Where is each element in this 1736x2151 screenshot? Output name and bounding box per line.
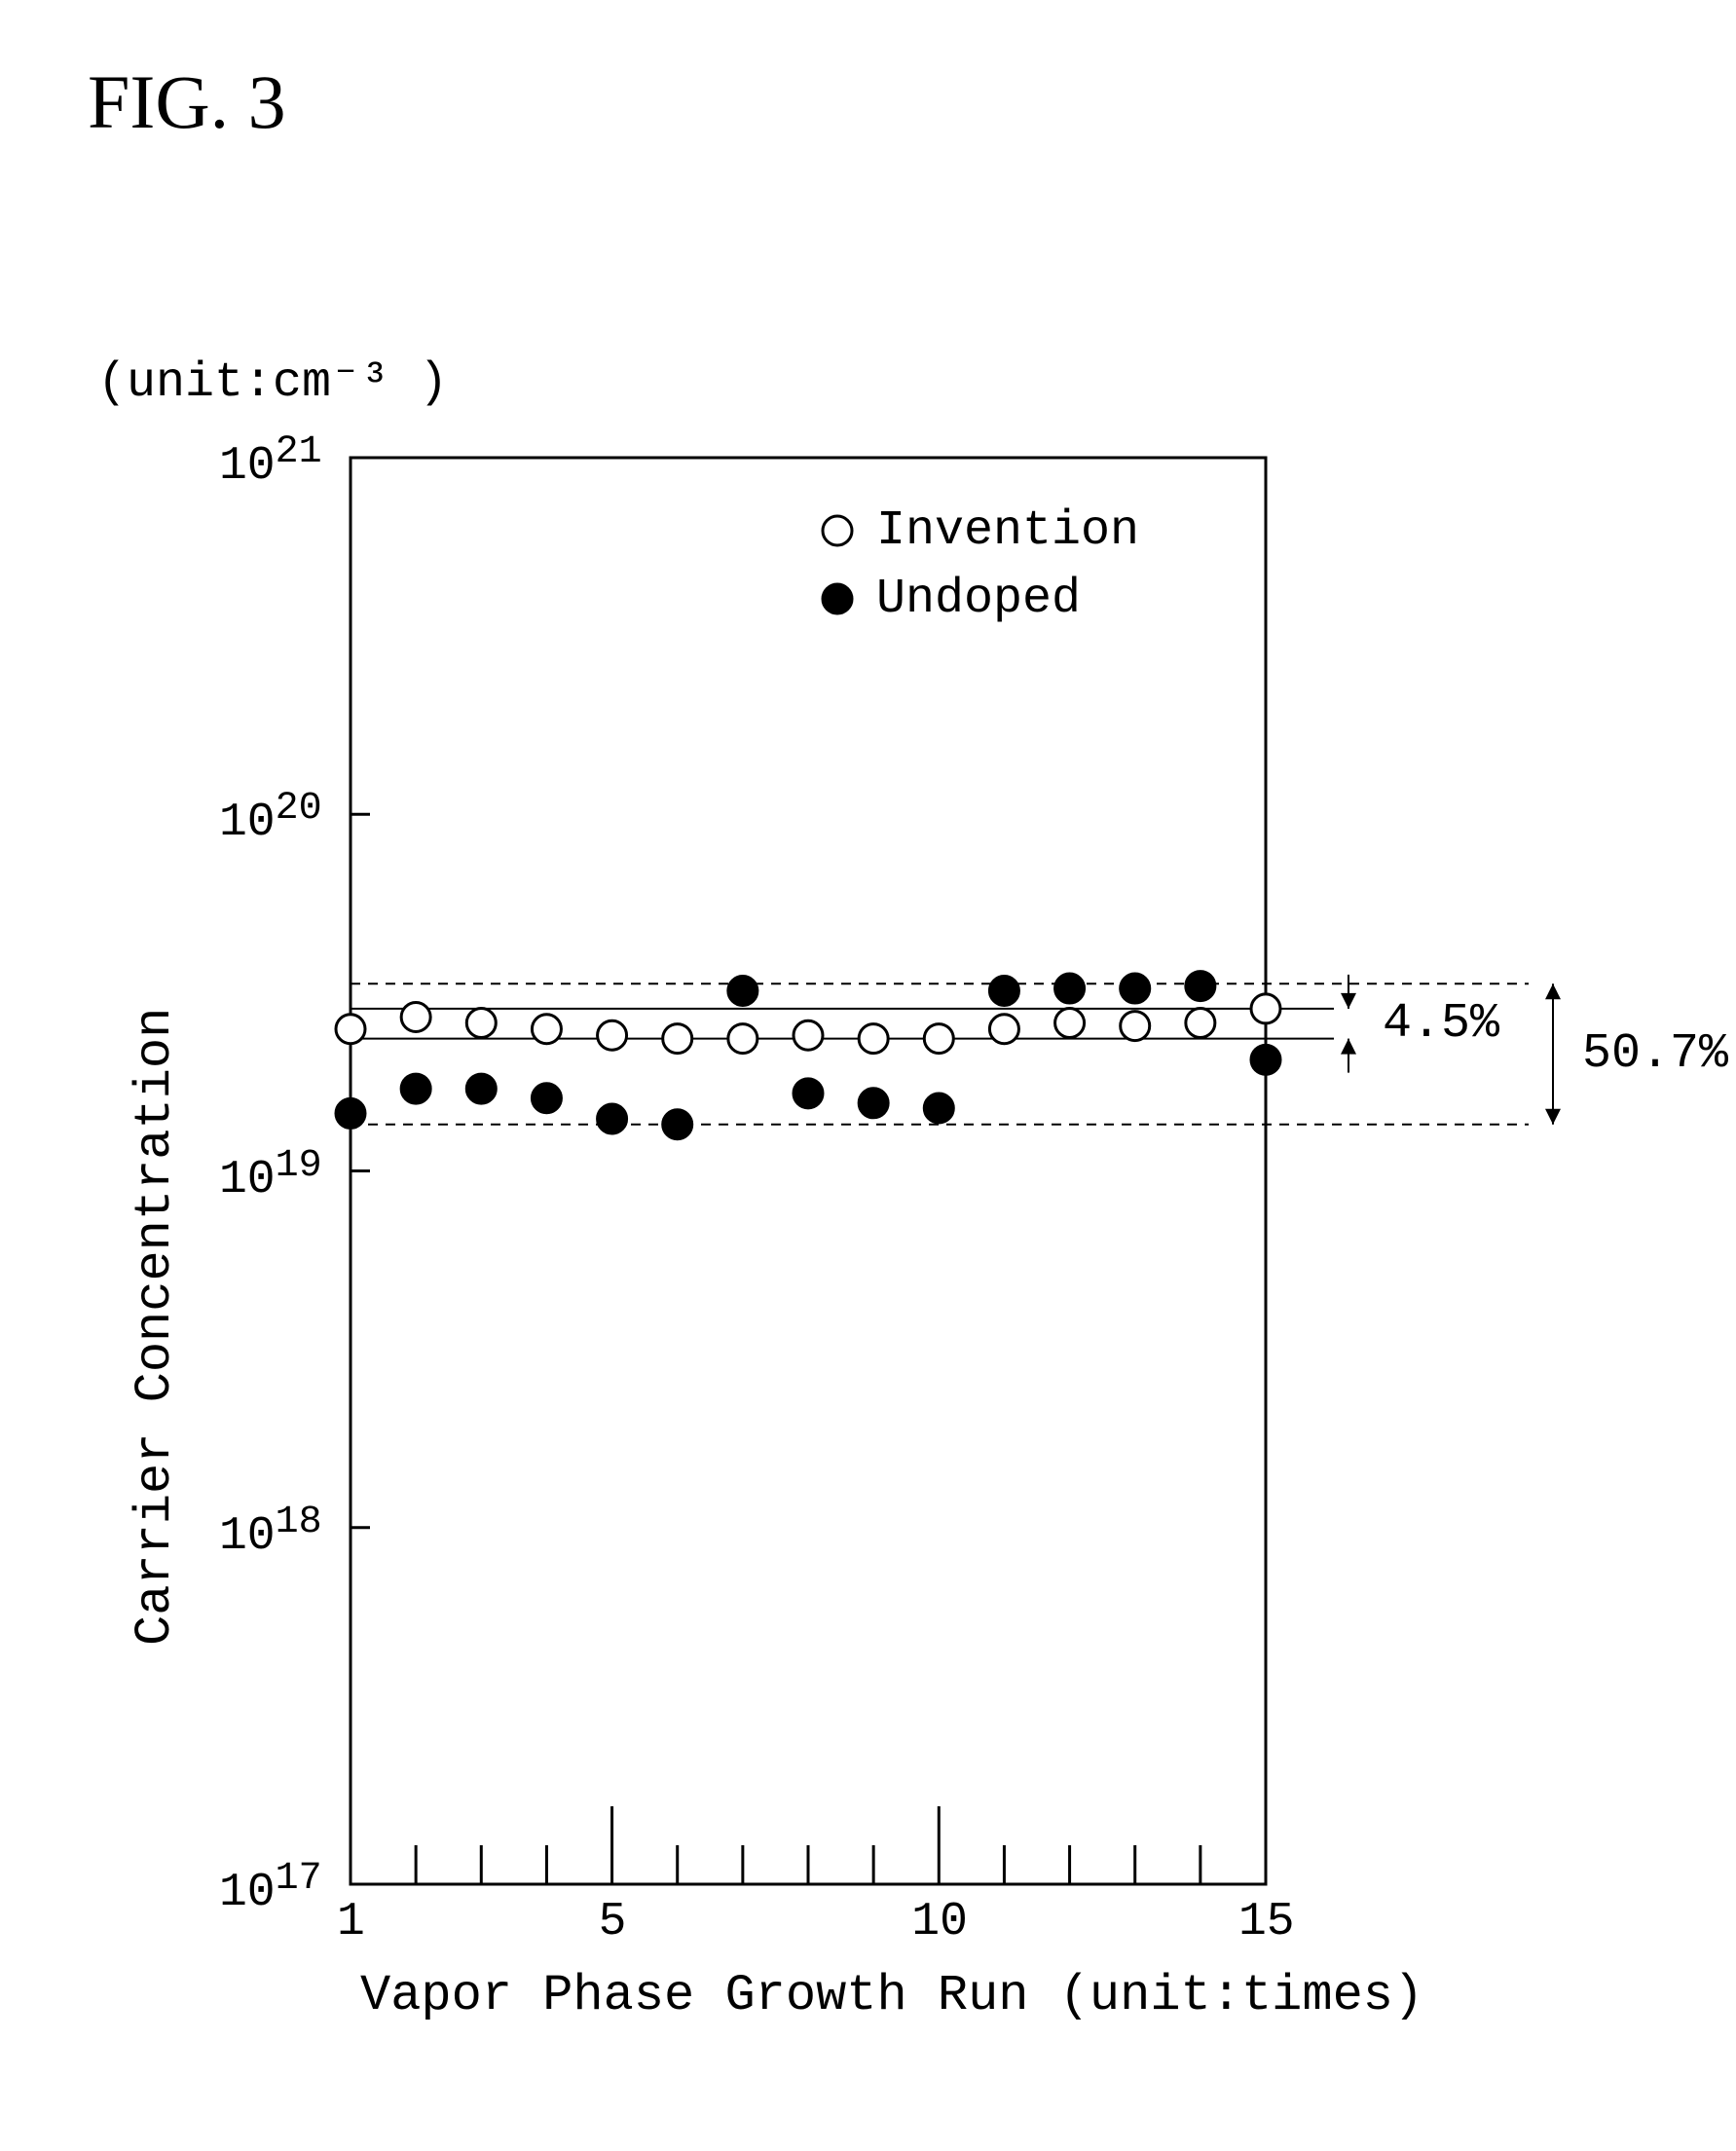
page: FIG. 3 (unit:cm⁻³ ) Carrier Concentratio… xyxy=(0,0,1736,2151)
chart xyxy=(0,0,1736,2151)
y-axis-label: Carrier Concentration xyxy=(127,1008,184,1646)
band-label-inner: 4.5% xyxy=(1383,996,1499,1052)
y-tick-label: 1019 xyxy=(219,1144,322,1206)
x-tick-label: 15 xyxy=(1238,1896,1295,1948)
x-tick-label: 10 xyxy=(911,1896,968,1948)
x-tick-label: 1 xyxy=(337,1896,365,1948)
legend-item-invention: Invention xyxy=(876,503,1139,559)
x-axis-label: Vapor Phase Growth Run (unit:times) xyxy=(360,1967,1423,2024)
y-tick-label: 1020 xyxy=(219,787,322,849)
y-tick-label: 1021 xyxy=(219,430,322,493)
y-tick-label: 1017 xyxy=(219,1857,322,1919)
y-tick-label: 1018 xyxy=(219,1501,322,1563)
band-label-outer: 50.7% xyxy=(1582,1026,1728,1082)
x-tick-label: 5 xyxy=(599,1896,627,1948)
legend-item-undoped: Undoped xyxy=(876,572,1081,627)
